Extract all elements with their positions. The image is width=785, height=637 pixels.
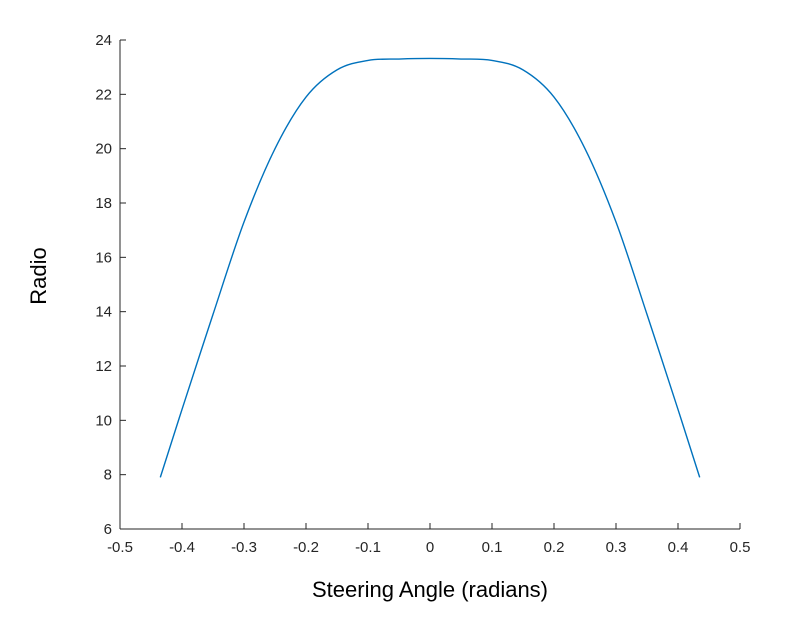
x-tick-label: 0 [426, 539, 434, 556]
x-tick-label: -0.5 [107, 539, 133, 556]
x-tick-label: 0.4 [668, 539, 689, 556]
x-tick-label: 0.1 [482, 539, 503, 556]
y-tick-label: 8 [104, 467, 112, 484]
y-axis-label: Radio [26, 247, 51, 304]
y-tick-label: 10 [95, 412, 112, 429]
x-tick-label: 0.2 [544, 539, 565, 556]
x-axis-label: Steering Angle (radians) [312, 577, 548, 602]
x-tick-label: -0.1 [355, 539, 381, 556]
y-tick-label: 16 [95, 249, 112, 266]
x-tick-label: -0.2 [293, 539, 319, 556]
y-tick-label: 6 [104, 521, 112, 538]
x-tick-label: 0.5 [730, 539, 751, 556]
y-tick-label: 12 [95, 358, 112, 375]
y-tick-label: 22 [95, 86, 112, 103]
x-axis-ticks: -0.5 -0.4 -0.3 -0.2 -0.1 0 0.1 0.2 0.3 0.4 0.5 [107, 523, 750, 556]
y-tick-label: 18 [95, 195, 112, 212]
y-tick-label: 14 [95, 304, 112, 321]
x-tick-label: -0.3 [231, 539, 257, 556]
y-tick-label: 20 [95, 141, 112, 158]
y-axis-ticks: 6 8 10 12 14 16 18 20 22 24 [95, 32, 126, 538]
y-tick-label: 24 [95, 32, 112, 49]
plot-area [159, 57, 701, 478]
series-line [159, 57, 701, 478]
x-tick-label: -0.4 [169, 539, 195, 556]
axes [119, 40, 740, 530]
x-tick-label: 0.3 [606, 539, 627, 556]
